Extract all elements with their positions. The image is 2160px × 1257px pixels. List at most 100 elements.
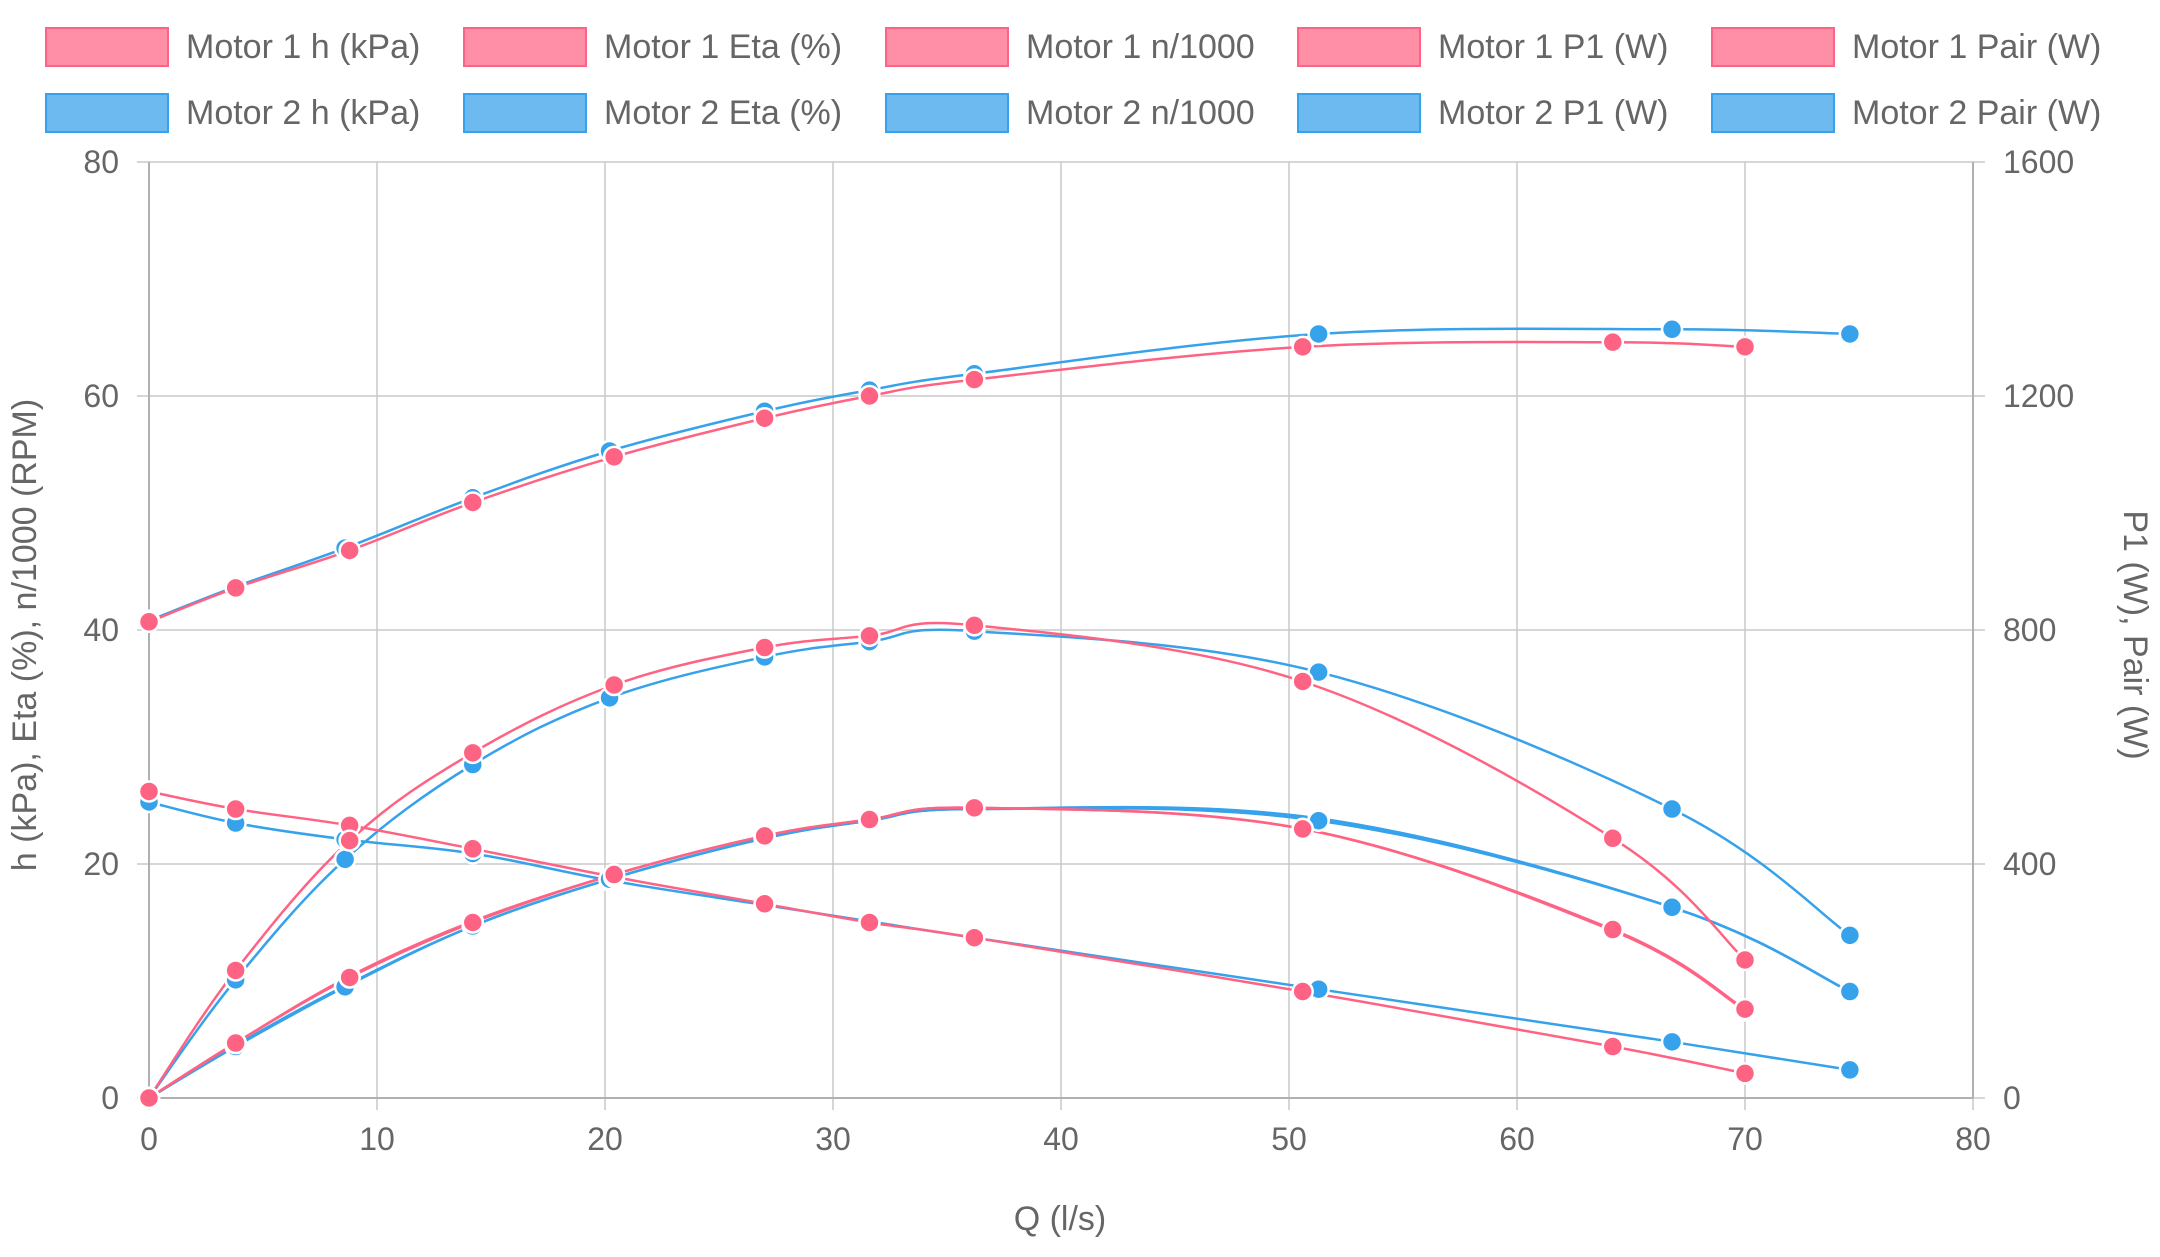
data-point-motor-1-h-kpa xyxy=(858,911,881,934)
x-tick-label: 20 xyxy=(587,1121,623,1157)
legend-label: Motor 2 h (kPa) xyxy=(186,94,420,132)
axes: 0 10 20 30 40 50 60 70 8002040608004008001200160… xyxy=(83,144,2074,1157)
y-left-tick-label: 40 xyxy=(83,612,119,648)
data-point-motor-1-h-kpa xyxy=(1291,980,1314,1003)
legend-label: Motor 1 P1 (W) xyxy=(1438,28,1668,66)
legend-swatch xyxy=(1297,93,1421,133)
data-point-motor-1-h-kpa xyxy=(461,837,485,861)
series-line-motor-2-h-kpa xyxy=(148,800,1851,1072)
data-point-motor-1-p1-w xyxy=(858,624,881,648)
data-point-motor-1-p1-w xyxy=(1601,827,1625,850)
legend-item-motor-1-eta[interactable]: Motor 1 Eta (%) xyxy=(463,27,842,67)
x-tick-label: 50 xyxy=(1271,1121,1307,1157)
y-right-tick-label: 800 xyxy=(2003,612,2056,648)
series-line-motor-1-p1-w xyxy=(147,621,1746,1099)
series-line-motor-2-p1-w xyxy=(147,628,1851,1099)
y-right-tick-label: 0 xyxy=(2003,1080,2021,1116)
data-point-motor-2-n-1000 xyxy=(1838,322,1862,346)
legend-swatch xyxy=(45,93,169,133)
y-left-tick-label: 80 xyxy=(83,144,119,180)
data-point-motor-1-pair-w xyxy=(858,808,881,831)
data-point-motor-1-pair-w xyxy=(1291,817,1314,841)
series-line-motor-1-n-1000 xyxy=(148,340,1746,623)
data-point-motor-2-p1-w xyxy=(1838,924,1862,947)
legend-item-motor-2-h-kpa[interactable]: Motor 2 h (kPa) xyxy=(45,93,420,133)
data-point-motor-1-n-1000 xyxy=(753,406,776,430)
legend-swatch xyxy=(1711,27,1835,67)
legend-swatch xyxy=(885,27,1009,67)
data-point-motor-1-n-1000 xyxy=(338,539,361,562)
data-point-motor-2-h-kpa xyxy=(1838,1058,1862,1082)
legend-swatch xyxy=(1297,27,1421,67)
data-point-motor-1-pair-w xyxy=(602,863,626,886)
legend-item-motor-2-eta[interactable]: Motor 2 Eta (%) xyxy=(463,93,842,133)
data-point-motor-1-n-1000 xyxy=(1291,335,1314,359)
data-point-motor-2-h-kpa xyxy=(1660,1030,1684,1054)
data-point-motor-1-pair-w xyxy=(753,824,776,848)
legend-item-motor-2-p1-w[interactable]: Motor 2 P1 (W) xyxy=(1297,93,1668,133)
data-point-motor-1-n-1000 xyxy=(1601,330,1625,354)
data-point-motor-1-p1-w xyxy=(461,741,485,765)
legend-label: Motor 1 Pair (W) xyxy=(1852,28,2101,66)
legend-label: Motor 2 P1 (W) xyxy=(1438,94,1668,132)
data-point-motor-1-n-1000 xyxy=(137,610,161,634)
legend-label: Motor 2 Eta (%) xyxy=(604,94,842,132)
data-point-motor-2-pair-w xyxy=(1838,980,1862,1003)
y-left-tick-label: 60 xyxy=(83,378,119,414)
series-points xyxy=(137,318,1862,1110)
data-point-motor-1-n-1000 xyxy=(1733,335,1757,359)
series-line-motor-1-eta xyxy=(148,806,1746,1100)
data-point-motor-1-h-kpa xyxy=(1601,1035,1625,1058)
data-point-motor-1-p1-w xyxy=(602,673,626,697)
legend-item-motor-1-p1-w[interactable]: Motor 1 P1 (W) xyxy=(1297,27,1668,67)
data-point-motor-1-p1-w xyxy=(753,636,776,659)
data-point-motor-1-p1-w xyxy=(963,614,986,637)
data-point-motor-2-p1-w xyxy=(1660,797,1684,821)
data-point-motor-1-pair-w xyxy=(1733,997,1757,1021)
data-point-motor-1-h-kpa xyxy=(137,780,161,803)
data-point-motor-1-n-1000 xyxy=(224,576,247,600)
legend-item-motor-2-pair-w[interactable]: Motor 2 Pair (W) xyxy=(1711,93,2101,133)
legend-swatch xyxy=(463,93,587,133)
legend-item-motor-1-pair-w[interactable]: Motor 1 Pair (W) xyxy=(1711,27,2101,67)
series-lines xyxy=(147,327,1851,1100)
data-point-motor-1-h-kpa xyxy=(753,892,776,916)
data-point-motor-2-n-1000 xyxy=(1307,322,1330,346)
y-right-tick-label: 1600 xyxy=(2003,144,2074,180)
data-point-motor-1-h-kpa xyxy=(1733,1062,1757,1085)
data-point-motor-1-pair-w xyxy=(137,1086,161,1110)
y-right-tick-label: 1200 xyxy=(2003,378,2074,414)
y-axis-left-title: h (kPa), Eta (%), n/1000 (RPM) xyxy=(6,399,44,871)
data-point-motor-1-n-1000 xyxy=(602,445,626,469)
data-point-motor-1-pair-w xyxy=(224,1031,247,1055)
legend[interactable]: Motor 1 h (kPa) Motor 1 Eta (%) Motor 1 n/… xyxy=(45,27,2101,133)
series-line-motor-1-h-kpa xyxy=(148,790,1746,1075)
x-tick-label: 80 xyxy=(1955,1121,1991,1157)
x-tick-label: 60 xyxy=(1499,1121,1535,1157)
data-point-motor-1-p1-w xyxy=(1291,670,1314,693)
legend-swatch xyxy=(463,27,587,67)
x-tick-label: 30 xyxy=(815,1121,851,1157)
data-point-motor-1-pair-w xyxy=(338,966,361,989)
data-point-motor-1-pair-w xyxy=(461,911,485,934)
data-point-motor-2-pair-w xyxy=(1660,896,1684,919)
data-point-motor-1-h-kpa xyxy=(963,926,986,949)
x-tick-label: 0 xyxy=(140,1121,158,1157)
legend-item-motor-2-n-1000[interactable]: Motor 2 n/1000 xyxy=(885,93,1255,133)
data-point-motor-1-n-1000 xyxy=(461,491,485,514)
data-point-motor-2-n-1000 xyxy=(1660,318,1684,341)
x-axis-title: Q (l/s) xyxy=(1014,1200,1107,1238)
series-line-motor-2-pair-w xyxy=(148,806,1851,1100)
legend-swatch xyxy=(45,27,169,67)
legend-label: Motor 2 n/1000 xyxy=(1026,94,1255,132)
legend-label: Motor 1 h (kPa) xyxy=(186,28,420,66)
x-tick-label: 40 xyxy=(1043,1121,1079,1157)
y-right-tick-label: 400 xyxy=(2003,846,2056,882)
series-line-motor-2-n-1000 xyxy=(148,327,1850,622)
legend-item-motor-1-h-kpa[interactable]: Motor 1 h (kPa) xyxy=(45,27,420,67)
legend-label: Motor 1 n/1000 xyxy=(1026,28,1255,66)
legend-item-motor-1-n-1000[interactable]: Motor 1 n/1000 xyxy=(885,27,1255,67)
x-tick-label: 10 xyxy=(359,1121,395,1157)
legend-label: Motor 1 Eta (%) xyxy=(604,28,842,66)
